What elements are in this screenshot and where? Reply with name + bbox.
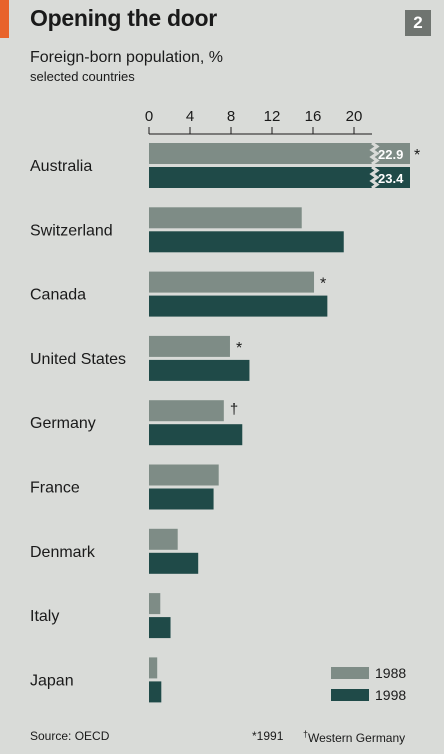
category-label: Australia (30, 158, 92, 175)
category-label: Switzerland (30, 222, 113, 239)
bar-1988 (149, 464, 219, 486)
bar-1998 (149, 295, 328, 317)
legend-label-1998: 1998 (375, 687, 407, 703)
category-label: Italy (30, 608, 59, 625)
chart-subtitle-note: selected countries (30, 69, 135, 84)
bar-value-label: 23.4 (378, 171, 404, 186)
category-label: United States (30, 351, 126, 368)
footnote-1991: *1991 (252, 729, 284, 743)
source-note: Source: OECD (30, 729, 110, 743)
bar-1988 (149, 335, 230, 357)
bar-1998 (149, 552, 199, 574)
accent-tab (0, 0, 9, 38)
bar-1998 (149, 488, 214, 510)
category-label: Denmark (30, 544, 96, 561)
chart-subtitle: Foreign-born population, % (30, 49, 224, 66)
bar-1998 (149, 231, 344, 253)
bar-1998 (149, 681, 162, 703)
dagger-mark: † (303, 729, 309, 739)
footnote-marker: * (320, 276, 326, 293)
chart-title: Opening the door (30, 5, 217, 31)
category-label: Germany (30, 415, 96, 432)
x-tick-label: 16 (305, 108, 322, 125)
bar-1988 (149, 593, 161, 615)
axis-break-mark (369, 165, 380, 190)
bar-1998 (149, 359, 250, 381)
bar-1988 (149, 207, 302, 229)
bar-1988 (149, 657, 158, 679)
legend-swatch-1998 (331, 689, 369, 701)
chart-number-badge: 2 (405, 10, 431, 36)
bar-1988 (149, 400, 224, 422)
axis-break-mark (369, 141, 380, 166)
footnote-marker: † (230, 401, 238, 418)
footnote-germany-text: Western Germany (308, 731, 406, 745)
bar-value-label: 22.9 (378, 147, 403, 162)
category-label: Canada (30, 287, 86, 304)
footnote-marker: * (236, 340, 242, 357)
bar-1998 (149, 617, 171, 639)
legend-label-1988: 1988 (375, 665, 407, 681)
bar-1998 (149, 424, 243, 446)
bar-1998 (149, 167, 410, 188)
bar-1988 (149, 143, 410, 164)
x-tick-label: 20 (346, 108, 363, 125)
bar-1988 (149, 528, 178, 550)
x-tick-label: 12 (264, 108, 281, 125)
category-label: France (30, 480, 80, 497)
x-tick-label: 0 (145, 108, 153, 125)
legend-swatch-1988 (331, 667, 369, 679)
x-tick-label: 4 (186, 108, 194, 125)
footnote-germany: †Western Germany (303, 729, 405, 745)
category-label: Japan (30, 672, 74, 689)
x-tick-label: 8 (227, 108, 235, 125)
footnote-marker: * (414, 147, 420, 164)
bar-1988 (149, 271, 315, 293)
